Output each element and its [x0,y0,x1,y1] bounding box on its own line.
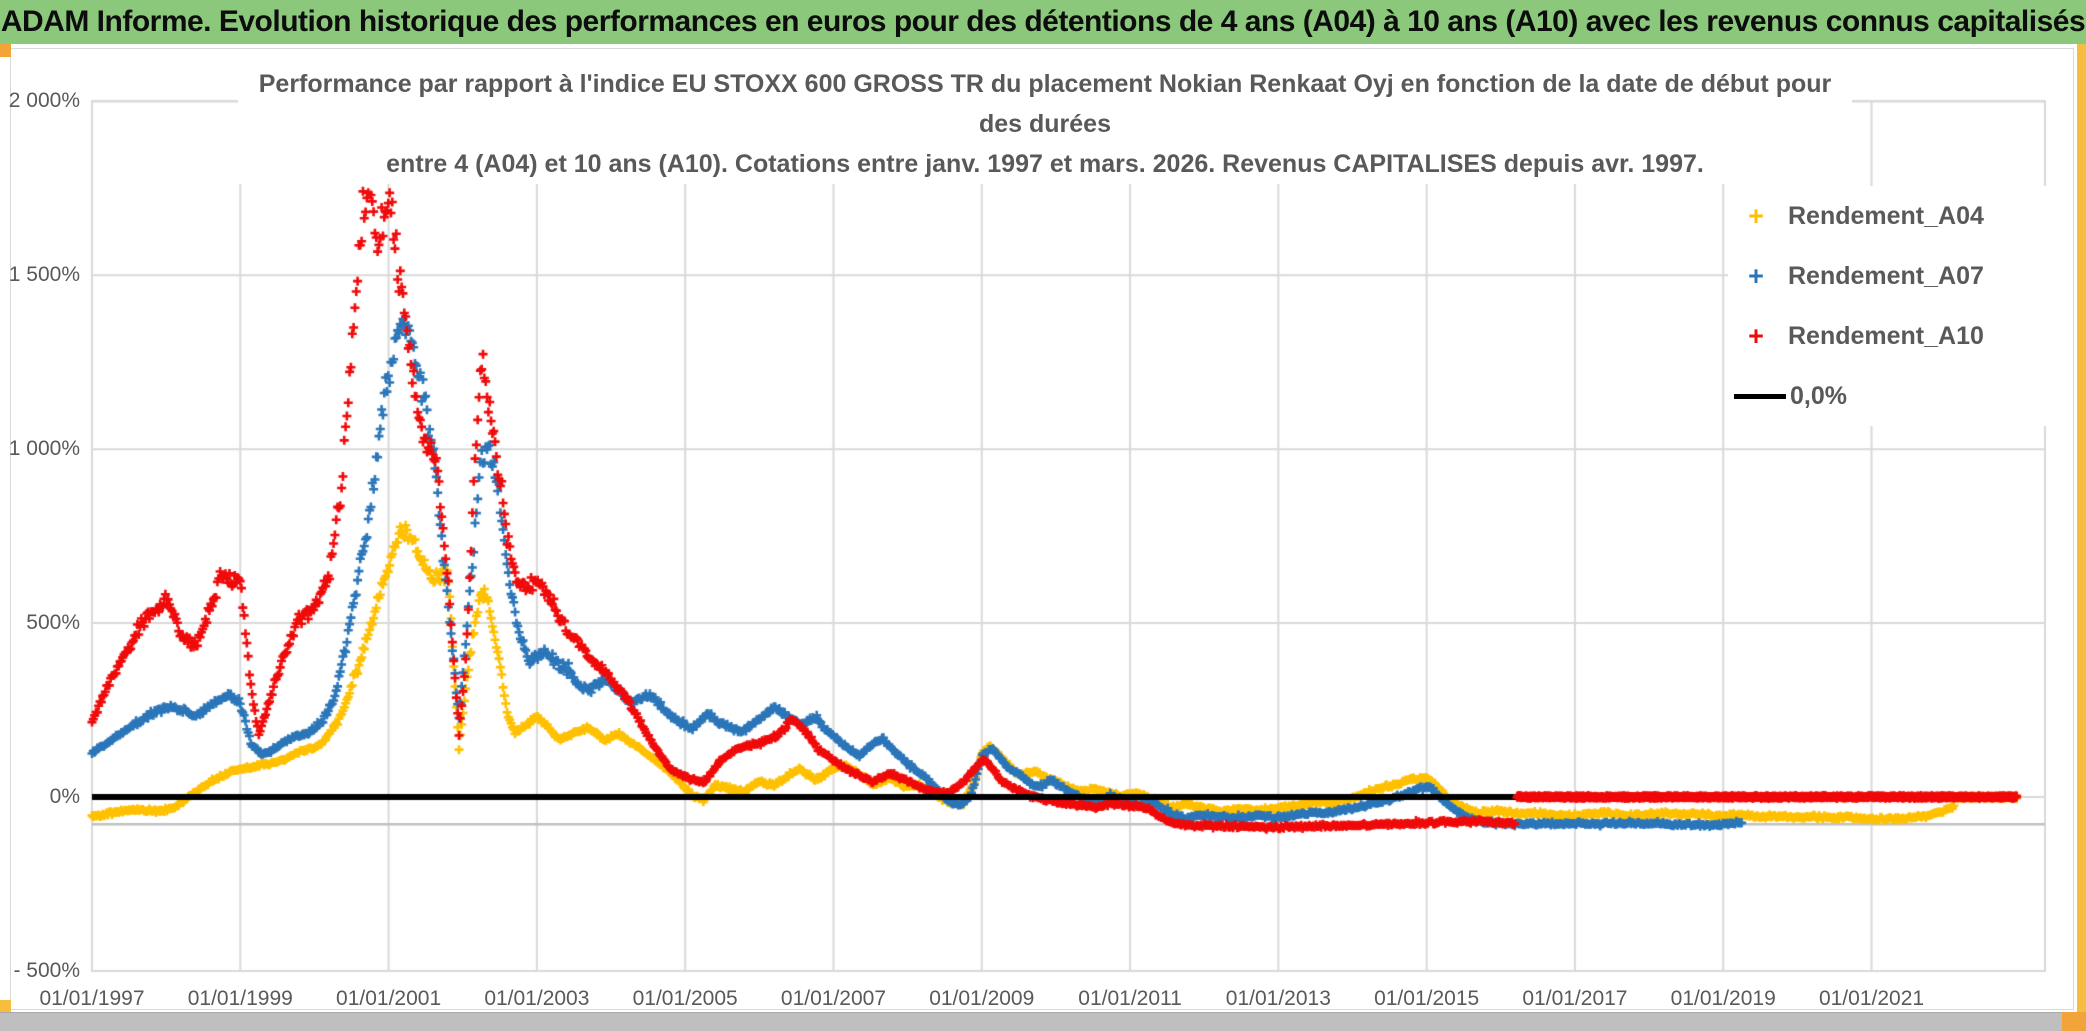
gold-corner-bottom-left [0,1000,11,1013]
legend-label: Rendement_A07 [1788,261,1984,290]
gold-corner-bottom-right [2062,1012,2086,1031]
x-tick-label: 01/01/2013 [1225,987,1331,1010]
legend-line-marker-icon [1734,393,1786,399]
x-tick-label: 01/01/2017 [1522,987,1628,1010]
legend-label: Rendement_A10 [1788,321,1984,350]
legend-label: Rendement_A04 [1788,201,1984,230]
legend-item: + Rendement_A07 [1728,246,2073,306]
legend-plus-marker-icon: + [1748,200,1764,231]
x-tick-label: 01/01/1999 [187,987,293,1010]
chart-legend: + Rendement_A04 + Rendement_A07 + Rendement_A… [1728,186,2073,426]
y-tick-label: 1 000% [8,437,80,461]
x-tick-label: 01/01/2007 [780,987,887,1010]
chart-title-line2: entre 4 (A04) et 10 ans (A10). Cotations… [386,150,1704,178]
y-tick-label: 2 000% [8,89,80,113]
y-tick-label: 1 500% [8,263,80,287]
legend-label: 0,0% [1790,381,1847,410]
chart-title: Performance par rapport à l'indice EU ST… [238,64,1852,184]
legend-item: + Rendement_A10 [1728,306,2073,366]
chart-title-line1: Performance par rapport à l'indice EU ST… [258,70,1832,138]
x-tick-label: 01/01/2021 [1818,987,1925,1010]
x-tick-label: 01/01/2015 [1374,987,1480,1010]
gold-corner-top-left [0,44,11,57]
x-tick-label: 01/01/2011 [1078,987,1182,1010]
legend-plus-marker-icon: + [1748,260,1764,291]
bottom-scroll-strip [0,1012,2086,1031]
y-tick-label: 0% [49,785,80,808]
x-tick-label: 01/01/2003 [484,987,590,1010]
legend-item: 0,0% [1728,366,2073,426]
y-tick-label: 500% [26,611,80,635]
x-tick-label: 01/01/2019 [1670,987,1776,1010]
x-tick-label: 01/01/2001 [336,987,442,1010]
x-tick-label: 01/01/2009 [929,987,1035,1010]
gold-strip-right [2077,44,2086,1013]
x-tick-label: 01/01/1997 [39,987,145,1010]
legend-plus-marker-icon: + [1748,320,1764,351]
y-tick-label: - 500% [13,958,80,982]
x-tick-label: 01/01/2005 [632,987,738,1010]
legend-item: + Rendement_A04 [1728,186,2073,246]
